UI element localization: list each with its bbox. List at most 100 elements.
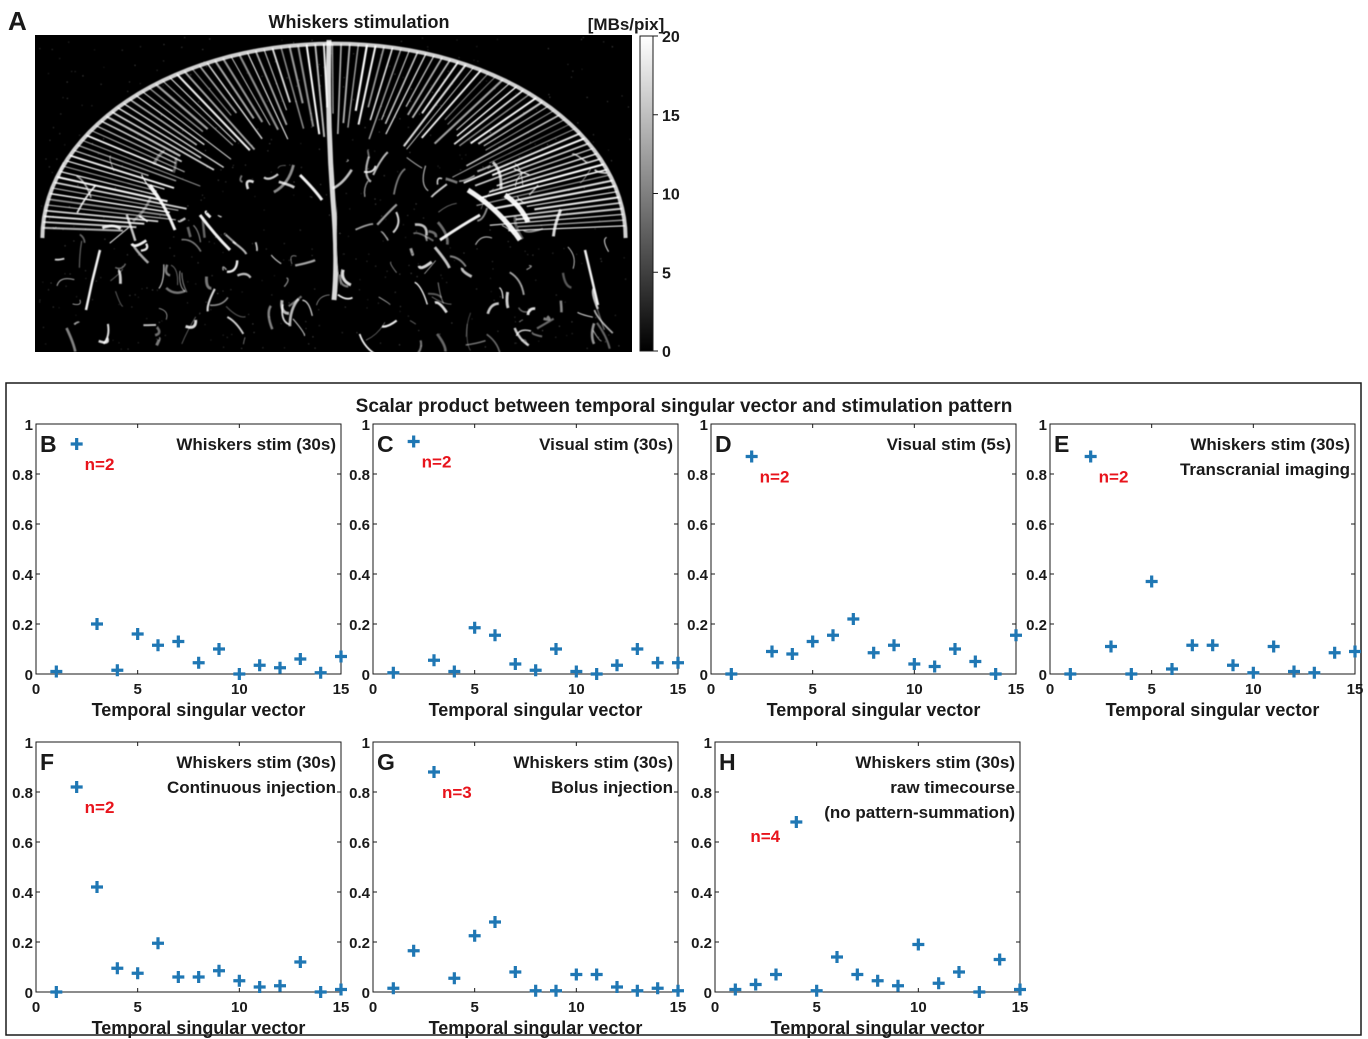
y-tick-label: 0.2 [349, 935, 370, 952]
axes-box [372, 741, 679, 993]
data-point [407, 944, 420, 957]
axes-box [714, 741, 1021, 993]
data-point [314, 986, 327, 998]
panel-letter: C [377, 431, 394, 457]
data-point [867, 646, 880, 659]
data-point [91, 618, 103, 630]
y-tick-label: 0.4 [349, 567, 371, 584]
data-point [1010, 629, 1022, 642]
brain-vessel-image [35, 35, 632, 360]
data-point [611, 981, 623, 993]
data-point [912, 938, 925, 951]
data-point [172, 971, 185, 983]
data-point [590, 668, 603, 680]
condition-label: Whiskers stim (30s) [855, 753, 1015, 772]
data-point [770, 968, 782, 981]
y-tick-label: 0.6 [687, 517, 708, 534]
y-tick-label: 0.8 [349, 785, 370, 802]
y-tick-label: 1 [25, 417, 33, 434]
data-point [1308, 666, 1321, 679]
data-point [192, 971, 205, 983]
y-tick-label: 0.8 [691, 785, 712, 802]
data-point [810, 984, 823, 997]
x-axis-label: Temporal singular vector [771, 1018, 985, 1038]
x-tick-label: 15 [333, 681, 350, 698]
data-point [428, 766, 440, 778]
y-tick-label: 0 [700, 667, 708, 684]
panel-letter: H [719, 749, 736, 775]
y-tick-label: 0.8 [687, 467, 708, 484]
x-tick-label: 5 [470, 999, 478, 1016]
data-point [611, 659, 623, 672]
x-axis-label: Temporal singular vector [92, 700, 306, 720]
y-tick-label: 0 [25, 985, 33, 1002]
data-point [725, 668, 738, 680]
y-tick-label: 0.8 [349, 467, 370, 484]
y-tick-label: 0.4 [691, 885, 713, 902]
x-tick-label: 0 [32, 681, 40, 698]
data-point [213, 643, 225, 655]
colorbar-unit: [MBs/pix] [588, 15, 665, 34]
y-tick-label: 1 [1039, 417, 1047, 434]
data-point [953, 966, 965, 978]
x-tick-label: 15 [1347, 681, 1364, 698]
data-point [387, 666, 400, 679]
axes-box [710, 423, 1017, 675]
y-tick-label: 0.4 [12, 885, 34, 902]
axes-box [372, 423, 679, 675]
data-point [1125, 668, 1138, 680]
data-point [729, 983, 742, 996]
y-tick-label: 0.4 [1026, 567, 1048, 584]
data-point [908, 658, 921, 670]
x-tick-label: 10 [231, 999, 248, 1016]
data-point [1227, 659, 1239, 672]
y-tick-label: 0.8 [1026, 467, 1047, 484]
x-tick-label: 15 [670, 999, 687, 1016]
y-tick-label: 0.2 [12, 617, 33, 634]
panel-letter: G [377, 749, 395, 775]
x-tick-label: 5 [1147, 681, 1155, 698]
panel-letter: D [715, 431, 732, 457]
data-point [847, 613, 860, 625]
y-tick-label: 0.2 [1026, 617, 1047, 634]
data-point [274, 979, 286, 992]
data-point [192, 656, 205, 669]
y-tick-label: 0 [362, 985, 370, 1002]
condition-label: Whiskers stim (30s) [1190, 435, 1350, 454]
y-tick-label: 1 [362, 417, 370, 434]
data-point [570, 665, 583, 678]
data-point [570, 968, 583, 981]
y-tick-label: 0.4 [12, 567, 34, 584]
data-point [152, 937, 164, 950]
data-point [448, 665, 461, 678]
data-point [172, 635, 185, 648]
x-axis-label: Temporal singular vector [429, 1018, 643, 1038]
data-point [550, 643, 562, 655]
data-point [233, 668, 246, 680]
data-point [827, 629, 839, 642]
condition-label: Visual stim (5s) [887, 435, 1011, 454]
axes-box [35, 423, 342, 675]
y-tick-label: 0 [362, 667, 370, 684]
x-tick-label: 0 [369, 681, 377, 698]
panel-a-title: Whiskers stimulation [268, 12, 449, 32]
data-point [651, 656, 664, 669]
data-point [529, 664, 542, 677]
colorbar-tick-label: 15 [662, 108, 680, 125]
data-point [806, 635, 819, 648]
panel-letter: F [40, 749, 54, 775]
x-axis-label: Temporal singular vector [1106, 700, 1320, 720]
y-tick-label: 0.2 [349, 617, 370, 634]
data-point [1145, 575, 1158, 588]
data-point [1349, 645, 1361, 658]
data-point [1186, 639, 1199, 652]
sample-count-annotation: n=4 [750, 827, 780, 846]
data-point [509, 966, 522, 978]
data-point [50, 986, 63, 998]
data-point [651, 982, 664, 995]
colorbar: [MBs/pix] 0 5 10 15 20 [588, 15, 680, 361]
sample-count-annotation: n=2 [422, 453, 452, 472]
x-axis-label: Temporal singular vector [429, 700, 643, 720]
data-point [468, 929, 481, 942]
